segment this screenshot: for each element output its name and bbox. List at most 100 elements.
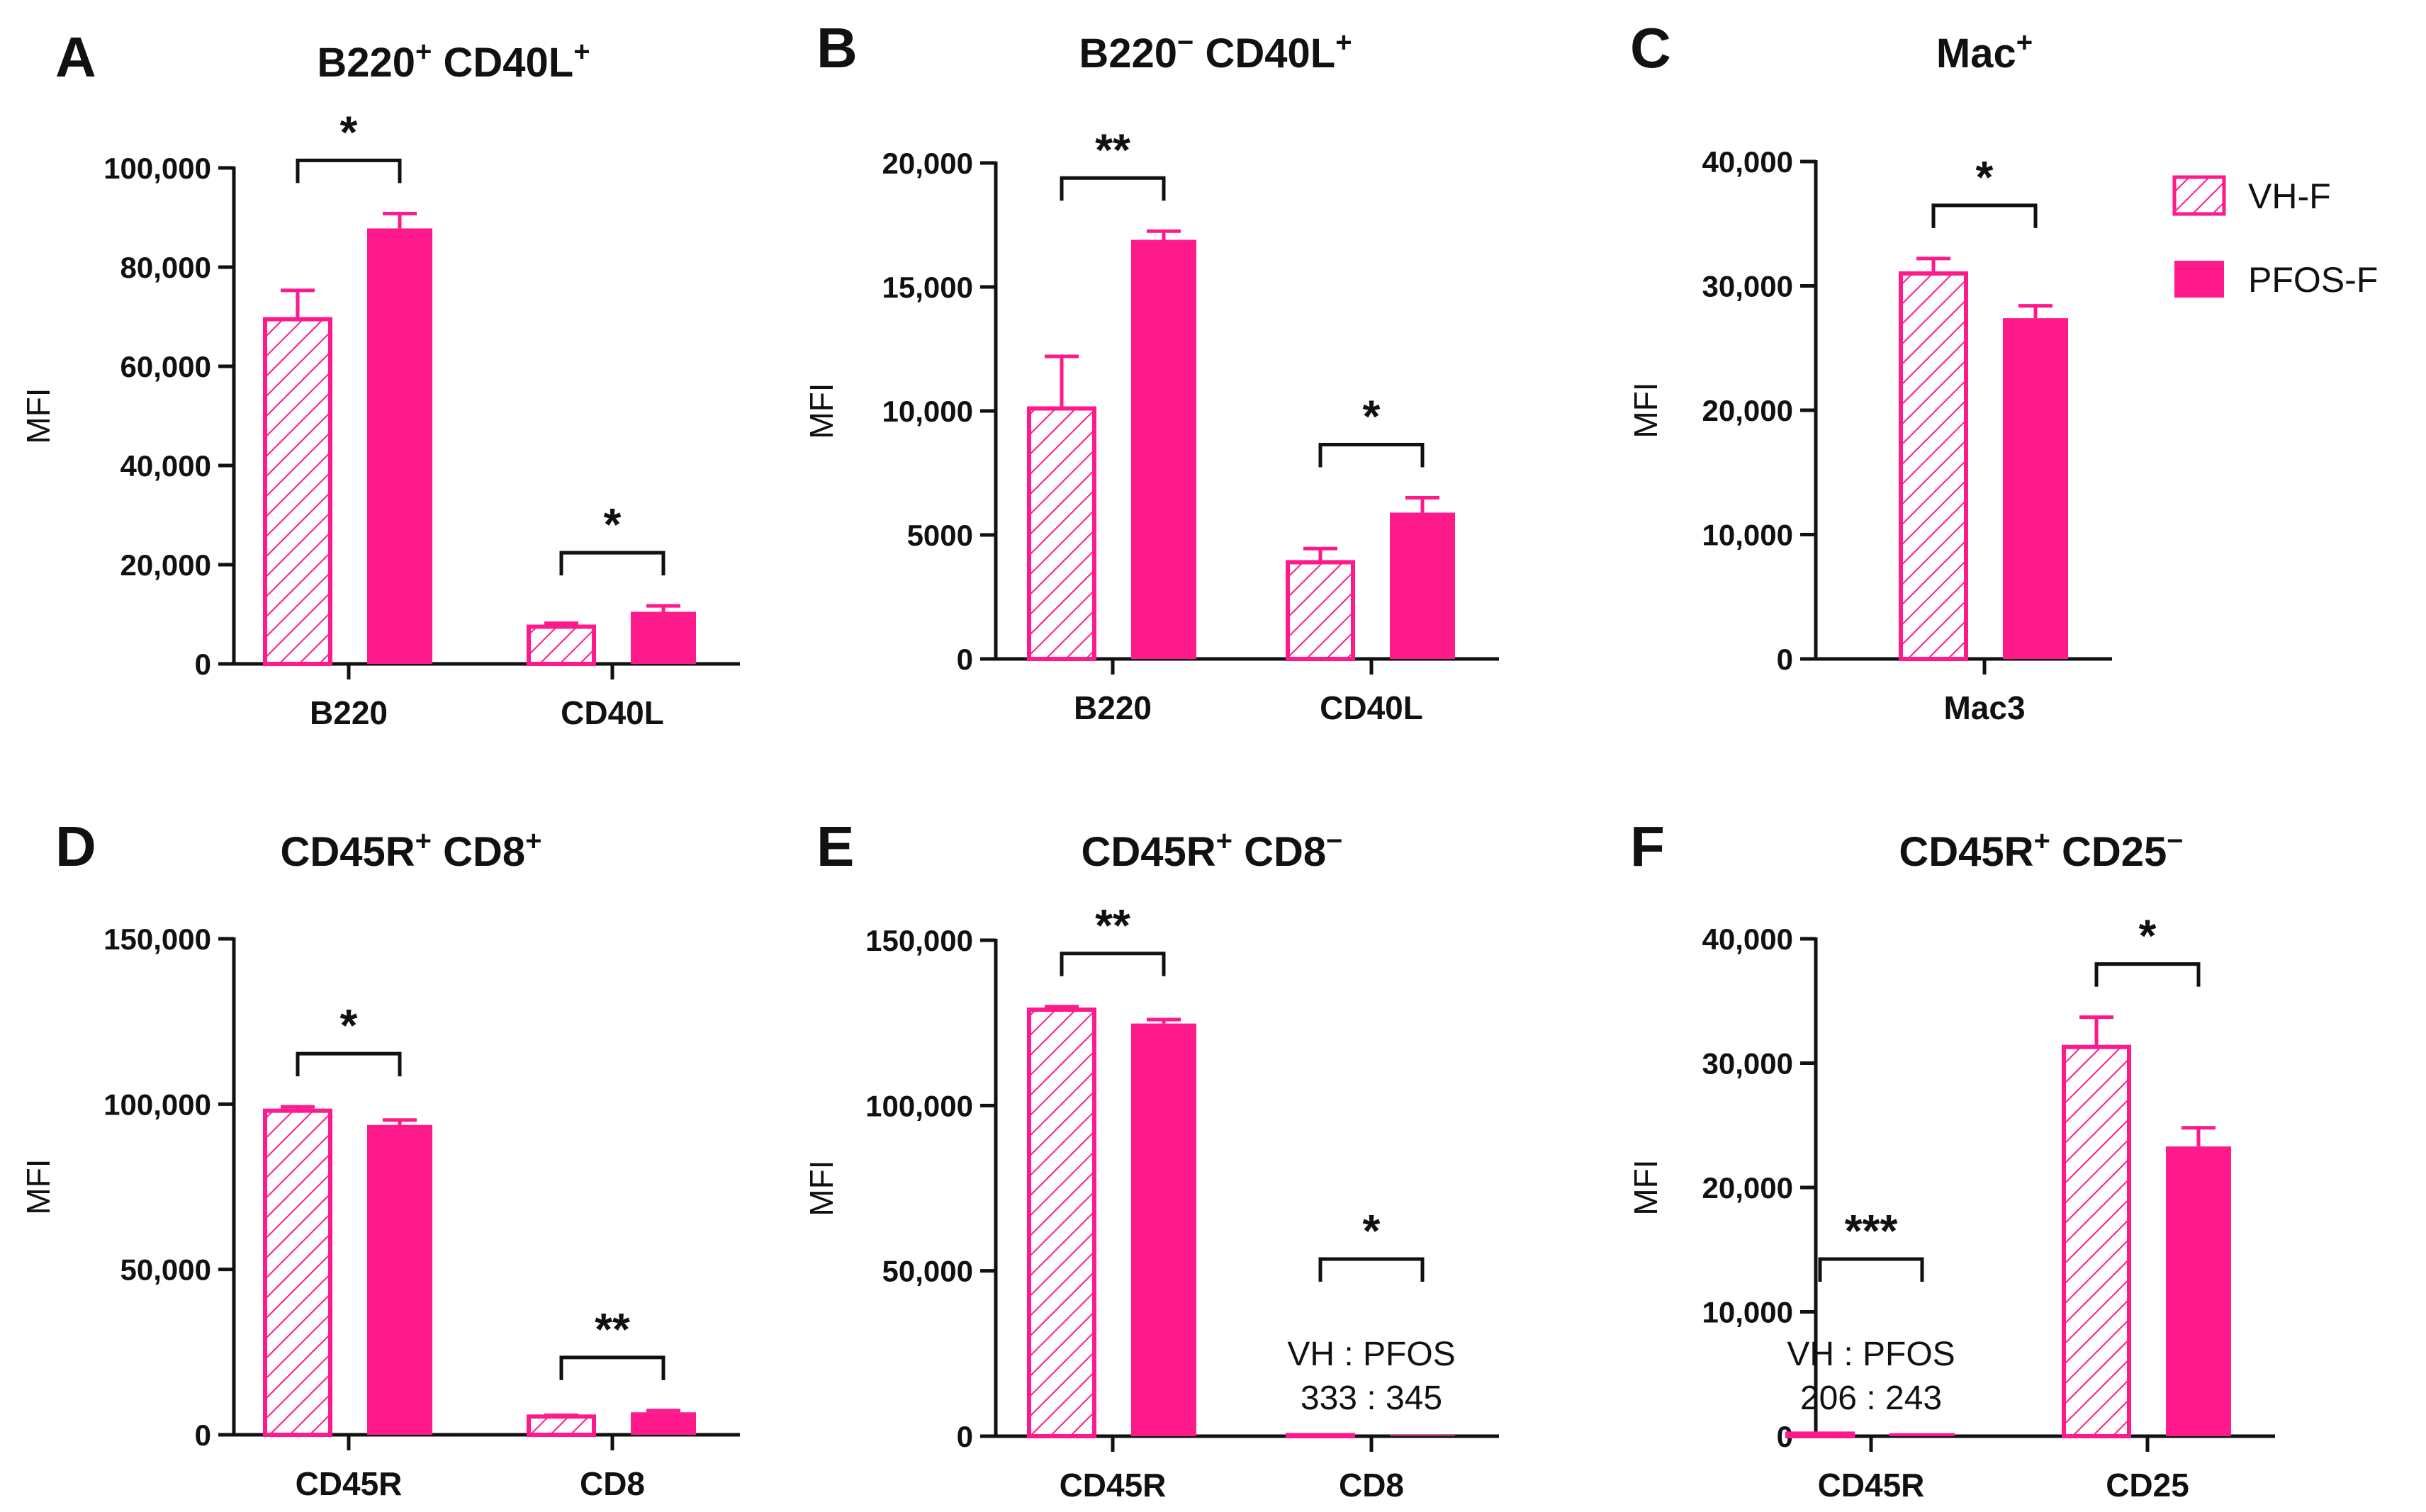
title-part: CD40L — [1194, 30, 1335, 77]
x-tick-label: CD45R — [296, 1465, 403, 1502]
y-tick-label: 30,000 — [1702, 270, 1793, 303]
significance-label: ** — [595, 1304, 630, 1355]
bar-vh-f — [1785, 1431, 1855, 1438]
y-tick-label: 40,000 — [1702, 145, 1793, 179]
chart-title: CD45R+ CD8− — [1081, 825, 1342, 875]
title-superscript: + — [2034, 825, 2050, 857]
bar-vh-f — [1027, 1008, 1096, 1438]
y-tick-label: 100,000 — [103, 1088, 211, 1121]
y-tick-label: 5000 — [907, 519, 973, 552]
panel-letter: D — [55, 815, 96, 878]
bar-pfos-f — [1390, 1435, 1455, 1436]
title-part: B220 — [1079, 30, 1177, 77]
chart-title: B220− CD40L+ — [1079, 27, 1352, 77]
significance-bracket — [1318, 443, 1425, 468]
significance-label: * — [1363, 1205, 1381, 1256]
bar-vh-f — [1286, 560, 1355, 661]
y-tick-label: 50,000 — [120, 1253, 211, 1287]
significance-bracket — [1931, 203, 2038, 228]
title-part: CD45R — [1899, 829, 2033, 875]
y-tick-label: 10,000 — [882, 395, 973, 428]
significance-bracket — [1818, 1257, 1924, 1282]
panel-a: A B220+ CD40L+MFI020,00040,00060,00080,00… — [20, 26, 740, 731]
bar-pfos-f — [367, 228, 432, 664]
panel-c: C Mac+ MFI 0 10,000 20,000 30,000 40,000 Mac3 * — [1627, 16, 2112, 726]
y-tick-label: 60,000 — [120, 350, 211, 383]
significance-bracket — [2094, 962, 2201, 987]
y-tick-label: 20,000 — [120, 548, 211, 582]
significance-label: * — [2139, 910, 2157, 961]
chart-title: CD45R+ CD8+ — [280, 825, 541, 875]
chart-title: B220+ CD40L+ — [317, 36, 590, 86]
title-part: CD45R — [280, 829, 415, 875]
y-tick-label: 0 — [195, 648, 211, 681]
y-axis-label: MFI — [1627, 382, 1664, 438]
title-part: CD45R — [1081, 829, 1215, 875]
panel-letter: B — [816, 16, 858, 79]
y-tick-label: 100,000 — [865, 1089, 973, 1122]
y-axis-label: MFI — [20, 1158, 57, 1214]
bar-pfos-f — [2003, 318, 2068, 659]
significance-bracket — [1060, 176, 1166, 201]
x-tick-label: B220 — [1074, 689, 1152, 726]
x-tick-label: CD45R — [1818, 1467, 1925, 1503]
legend: VH-F PFOS-F — [2172, 175, 2378, 300]
significance-label: * — [340, 1000, 358, 1051]
title-part: B220 — [317, 40, 415, 86]
bar-vh-f — [527, 1414, 596, 1438]
y-tick-label: 30,000 — [1702, 1047, 1793, 1081]
chart-title: Mac+ — [1936, 27, 2033, 77]
y-tick-label: 15,000 — [882, 271, 973, 304]
y-tick-label: 150,000 — [103, 923, 211, 956]
title-superscript: + — [525, 825, 541, 857]
x-tick-label: Mac3 — [1943, 689, 2025, 726]
significance-label: *** — [1845, 1205, 1898, 1256]
bar-pfos-f — [1889, 1433, 1955, 1436]
bar-vh-f — [263, 317, 332, 666]
panel-letter: F — [1630, 815, 1665, 878]
y-tick-label: 0 — [957, 643, 973, 676]
y-tick-label: 20,000 — [882, 147, 973, 180]
significance-label: * — [340, 106, 358, 157]
x-tick-label: CD8 — [1339, 1467, 1404, 1503]
bar-vh-f — [263, 1108, 332, 1437]
bar-vh-f — [2062, 1044, 2131, 1439]
bar-vh-f — [527, 624, 596, 666]
panel-letter: A — [55, 26, 96, 89]
significance-label: ** — [1095, 900, 1130, 951]
note-line-2: 333 : 345 — [1301, 1380, 1442, 1417]
significance-label: * — [1976, 152, 1994, 203]
note-line-1: VH : PFOS — [1787, 1336, 1955, 1373]
significance-bracket — [1318, 1257, 1425, 1282]
title-part: CD40L — [432, 40, 573, 86]
panel-e: E CD45R+ CD8−MFI050,000100,000150,000CD45… — [803, 815, 1499, 1503]
panels: A B220+ CD40L+MFI020,00040,00060,00080,00… — [20, 16, 2275, 1503]
x-tick-label: CD8 — [580, 1465, 645, 1502]
title-superscript: + — [415, 825, 432, 857]
legend-swatch-pfos-f — [2174, 261, 2224, 298]
y-tick-label: 150,000 — [865, 924, 973, 957]
x-tick-label: CD25 — [2106, 1467, 2189, 1503]
x-tick-label: CD40L — [561, 694, 664, 731]
y-tick-label: 20,000 — [1702, 1171, 1793, 1204]
panel-f: F CD45R+ CD25−MFI010,00020,00030,00040,00… — [1627, 815, 2275, 1503]
legend-label: PFOS-F — [2248, 260, 2378, 300]
y-axis-label: MFI — [803, 1160, 840, 1216]
significance-label: ** — [1095, 124, 1130, 175]
note-line-1: VH : PFOS — [1287, 1336, 1455, 1373]
title-superscript: + — [415, 36, 432, 67]
y-axis-label: MFI — [20, 388, 57, 444]
panel-letter: C — [1630, 16, 1671, 79]
legend-swatch-vh-f — [2172, 175, 2226, 216]
y-axis-label: MFI — [803, 383, 840, 439]
y-tick-label: 0 — [957, 1420, 973, 1453]
bar-pfos-f — [1131, 239, 1196, 659]
title-part: CD25 — [2050, 829, 2167, 875]
bar-vh-f — [1027, 406, 1096, 661]
bar-pfos-f — [631, 611, 696, 664]
significance-label: * — [1363, 391, 1381, 442]
x-tick-label: CD40L — [1320, 689, 1423, 726]
panel-d: D CD45R+ CD8+MFI050,000100,000150,000CD45… — [20, 815, 740, 1502]
panel-letter: E — [816, 815, 854, 878]
bar-pfos-f — [631, 1412, 696, 1435]
